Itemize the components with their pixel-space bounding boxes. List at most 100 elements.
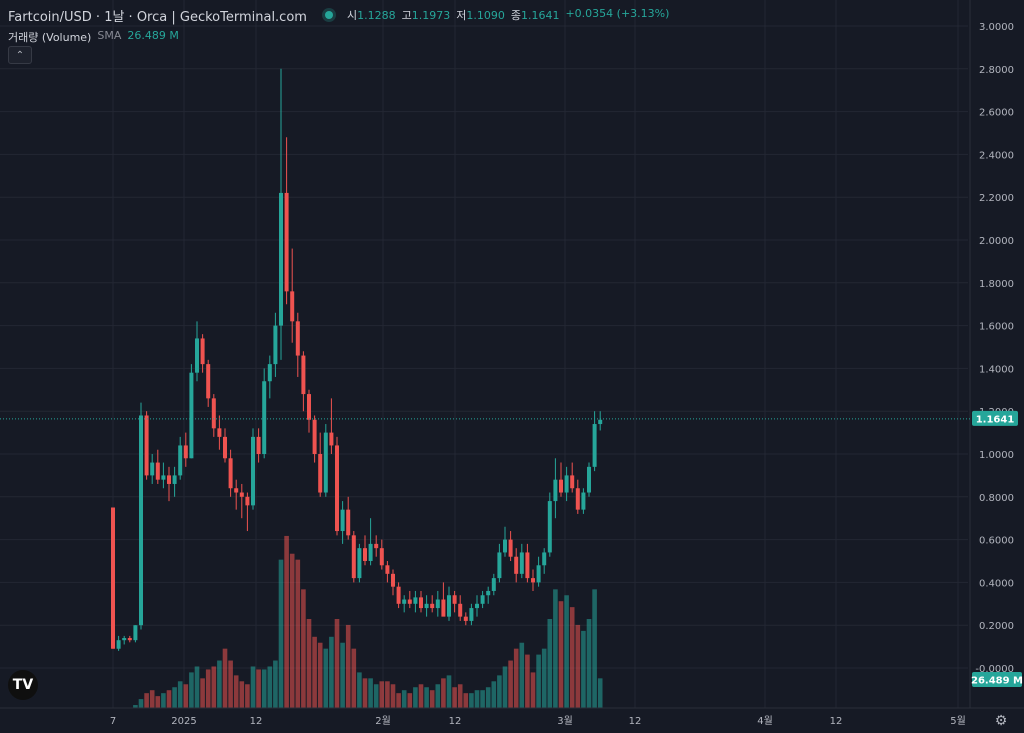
volume-bar	[261, 669, 267, 708]
volume-bar	[351, 648, 357, 708]
y-tick-label: 1.8000	[979, 279, 1014, 290]
candle-body	[435, 599, 440, 609]
y-tick-label: 0.6000	[979, 536, 1014, 547]
candle-body	[335, 445, 339, 532]
candle-body	[211, 398, 216, 429]
candle-body	[458, 603, 463, 617]
candle-body	[469, 608, 474, 621]
volume-bar	[592, 589, 597, 708]
volume-bar	[177, 681, 183, 708]
volume-bar	[441, 678, 446, 708]
candle-body	[144, 415, 149, 476]
tradingview-logo-icon[interactable]: TV	[8, 670, 38, 700]
candle-body	[463, 616, 468, 621]
close-key: 종	[510, 9, 521, 22]
candle-body	[346, 509, 351, 536]
candle-body	[402, 599, 407, 604]
gear-icon[interactable]: ⚙	[994, 713, 1008, 729]
volume-bar	[379, 681, 385, 708]
candle-body	[200, 338, 205, 365]
y-tick-label: 2.4000	[979, 150, 1014, 161]
candle-body	[133, 625, 138, 641]
volume-bar	[250, 666, 256, 708]
volume-bar	[217, 660, 222, 708]
volume-bar	[301, 589, 306, 708]
volume-bar	[385, 681, 390, 708]
open-key: 시	[346, 9, 358, 22]
volume-bar	[323, 648, 329, 708]
y-tick-label: 1.4000	[979, 364, 1014, 375]
candle-body	[217, 428, 222, 437]
candle-body	[475, 603, 479, 609]
volume-bar	[149, 690, 155, 708]
candle-body	[407, 599, 412, 604]
candle-body	[323, 432, 328, 493]
candle-body	[379, 548, 384, 566]
x-tick-label: 4월	[757, 715, 773, 727]
volume-bar	[329, 636, 334, 708]
low-key: 저	[456, 9, 467, 22]
candlesticks	[111, 68, 603, 651]
candle-body	[139, 415, 143, 626]
candle-body	[531, 578, 535, 583]
collapse-chevron-icon[interactable]: ⌃	[8, 46, 32, 64]
change-value: +0.0354 (+3.13%)	[565, 7, 670, 20]
volume-legend[interactable]: 거래량 (Volume) SMA 26.489 M	[8, 29, 179, 45]
price-axis: 3.0000 2.8000 2.6000 2.4000 2.2000 2.0000 1.80…	[969, 0, 1014, 708]
candle-body	[279, 192, 283, 326]
volume-bar	[334, 619, 340, 708]
candle-body	[564, 475, 569, 493]
volume-bar	[413, 687, 418, 708]
symbol-title[interactable]: Fartcoin/USD · 1날 · Orca | GeckoTerminal…	[8, 9, 307, 25]
volume-bar	[401, 690, 407, 708]
candle-body	[251, 436, 255, 506]
candle-body	[391, 573, 395, 587]
candle-body	[424, 603, 429, 609]
volume-bar	[597, 678, 603, 708]
candle-body	[419, 597, 423, 609]
candle-body	[273, 325, 278, 365]
volume-bar	[228, 660, 233, 708]
last-price-marker	[972, 410, 1018, 426]
candle-body	[183, 445, 188, 459]
volume-bar	[491, 681, 497, 708]
candle-body	[542, 552, 547, 566]
volume-bar	[452, 687, 457, 708]
candle-body	[195, 338, 199, 373]
volume-bar	[278, 559, 284, 708]
volume-marker	[972, 672, 1022, 687]
candle-body	[447, 595, 451, 617]
volume-bar	[166, 690, 172, 708]
candle-body	[363, 548, 367, 561]
volume-bar	[519, 642, 525, 708]
candle-body	[116, 640, 121, 649]
volume-bar	[480, 690, 485, 708]
high-key: 고	[401, 9, 412, 22]
candle-body	[503, 539, 507, 553]
candle-body	[598, 419, 603, 425]
volume-bar	[407, 693, 413, 708]
volume-bar	[536, 654, 541, 708]
candle-body	[262, 381, 267, 454]
candle-body	[441, 599, 446, 617]
volume-bar	[575, 624, 581, 708]
high-value: 1.1973	[411, 9, 451, 22]
volume-legend-indicator: SMA	[97, 29, 122, 42]
volume-bar	[424, 687, 429, 708]
candle-body	[161, 475, 166, 480]
low-value: 1.1090	[466, 9, 505, 22]
x-tick-label: 12	[629, 716, 642, 727]
x-tick-label: 7	[110, 716, 116, 727]
volume-bar	[558, 601, 564, 708]
candle-body	[167, 475, 171, 484]
volume-bar	[205, 669, 211, 708]
volume-bar	[469, 693, 474, 708]
volume-bar	[245, 684, 250, 708]
last-price-label: 1.1641	[976, 414, 1015, 425]
candle-body	[256, 436, 261, 454]
candle-body	[385, 565, 390, 574]
candle-body	[592, 424, 597, 467]
candle-body	[525, 552, 530, 579]
candle-body	[368, 543, 373, 561]
